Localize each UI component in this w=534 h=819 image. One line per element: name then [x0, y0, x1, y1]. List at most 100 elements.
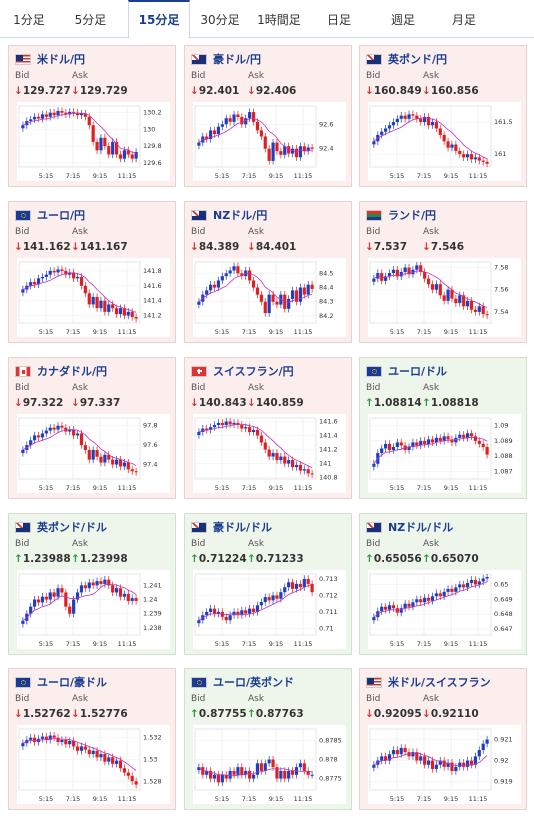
- rate-card[interactable]: 英ポンド/円 Bid Ask ↓160.849 ↓160.856 5:15 7:15 9:15…: [359, 45, 527, 187]
- currency-pair-link[interactable]: 米ドル/スイスフラン: [388, 676, 491, 689]
- currency-pair-link[interactable]: 豪ドル/円: [213, 53, 262, 66]
- candle-body: [290, 582, 295, 589]
- currency-pair-link[interactable]: ランド/円: [388, 209, 437, 222]
- candle-body: [205, 290, 209, 295]
- rate-card[interactable]: 豪ドル/ドル Bid Ask ↑0.71224 ↑0.71233 5:15 7:15 9:15…: [184, 513, 352, 655]
- candle-body: [240, 116, 244, 125]
- candle-body: [399, 608, 403, 613]
- candle-body: [118, 760, 123, 769]
- trend-arrow-icon: ↓: [14, 708, 23, 720]
- ask-value: ↓141.167: [71, 241, 128, 253]
- rate-card[interactable]: スイスフラン/円 Bid Ask ↓140.843 ↓140.859 5:15 7:15 9:…: [184, 357, 352, 499]
- candle-body: [454, 587, 458, 592]
- candle-body: [384, 606, 388, 610]
- candle-body: [216, 774, 221, 783]
- rate-card[interactable]: ランド/円 Bid Ask ↓7.537 ↓7.546 5:15 7:15 9:15 11:15…: [359, 201, 527, 343]
- price-chart[interactable]: 5:15 7:15 9:15 11:15 7.58 7.56 7.54: [368, 258, 521, 337]
- price-chart[interactable]: 5:15 7:15 9:15 11:15 97.8 97.6 97.4: [17, 414, 170, 493]
- tab-1[interactable]: 1分足: [13, 13, 45, 27]
- candle-body: [298, 583, 302, 588]
- tab-8[interactable]: 月足: [451, 13, 476, 27]
- candle-body: [130, 311, 134, 318]
- candle-body: [391, 446, 396, 451]
- bid-value: ↑1.08814: [365, 397, 422, 409]
- tab-3[interactable]: 15分足: [128, 0, 190, 39]
- currency-pair-link[interactable]: NZドル/ドル: [388, 521, 454, 534]
- price-chart[interactable]: 5:15 7:15 9:15 11:15 0.65 0.649 0.648 0.647: [368, 570, 521, 649]
- candle-body: [454, 437, 458, 443]
- candle-body: [462, 154, 466, 158]
- candle-body: [83, 746, 87, 750]
- currency-pair-link[interactable]: 豪ドル/ドル: [213, 521, 273, 534]
- y-tick-label: 130: [143, 125, 155, 133]
- tab-5[interactable]: 1時間足: [257, 13, 301, 27]
- candle-body: [473, 579, 477, 585]
- price-chart[interactable]: 5:15 7:15 9:15 11:15 141.6 141.4 141.2 141 140.8: [193, 414, 346, 493]
- candle-body: [36, 599, 41, 603]
- au-us-flag: [191, 521, 207, 533]
- rate-card[interactable]: 米ドル/円 Bid Ask ↓129.727 ↓129.729 5:15 7:15 9:15 1…: [8, 45, 176, 187]
- rate-card[interactable]: 英ポンド/ドル Bid Ask ↑1.23988 ↑1.23998 5:15 7:15 9:1…: [8, 513, 176, 655]
- currency-pair-link[interactable]: 英ポンド/円: [388, 53, 448, 66]
- price-chart[interactable]: 5:15 7:15 9:15 11:15 92.6 92.4: [193, 102, 346, 181]
- candle-body: [287, 298, 291, 309]
- price-chart[interactable]: 5:15 7:15 9:15 11:15 84.5 84.4 84.3 84.2: [193, 258, 346, 337]
- rate-card[interactable]: ユーロ/ドル Bid Ask ↑1.08814 ↑1.08818 5:15 7:15 9:15…: [359, 357, 527, 499]
- rate-card[interactable]: カナダドル/円 Bid Ask ↓97.322 ↓97.337 5:15 7:15 9:15 1…: [8, 357, 176, 499]
- rate-card[interactable]: ユーロ/英ポンド Bid Ask ↑0.87755 ↑0.87763 5:15 7:15 9:…: [184, 668, 352, 810]
- bid-label: Bid: [191, 694, 206, 704]
- currency-pair-link[interactable]: 英ポンド/ドル: [37, 521, 108, 534]
- y-tick-label: 97.6: [143, 441, 157, 449]
- price-chart[interactable]: 5:15 7:15 9:15 11:15 1.532 1.53 1.528: [17, 725, 170, 804]
- rate-card[interactable]: 豪ドル/円 Bid Ask ↓92.401 ↓92.406 5:15 7:15 9:15 11:…: [184, 45, 352, 187]
- currency-pair-link[interactable]: ユーロ/ドル: [388, 365, 448, 378]
- x-tick-label: 9:15: [269, 640, 284, 648]
- currency-pair-link[interactable]: ユーロ/豪ドル: [37, 676, 108, 689]
- currency-pair-link[interactable]: カナダドル/円: [37, 365, 108, 378]
- rate-card[interactable]: ユーロ/豪ドル Bid Ask ↓1.52762 ↓1.52776 5:15 7:15 9:1…: [8, 668, 176, 810]
- moving-average-line: [22, 429, 137, 467]
- currency-pair-link[interactable]: 米ドル/円: [37, 53, 86, 66]
- currency-pair-link[interactable]: NZドル/円: [213, 209, 268, 222]
- candle-body: [446, 762, 450, 767]
- price-chart[interactable]: 5:15 7:15 9:15 11:15 161.5 161: [368, 102, 521, 181]
- card-header: 英ポンド/円: [366, 52, 447, 66]
- bid-value: ↓129.727: [14, 85, 71, 97]
- price-chart[interactable]: 5:15 7:15 9:15 11:15 1.09 1.089 1.088 1.087: [368, 414, 521, 493]
- candle-body: [395, 442, 399, 447]
- rate-card[interactable]: NZドル/ドル Bid Ask ↑0.65056 ↑0.65070 5:15 7:15 9:1…: [359, 513, 527, 655]
- bid-label: Bid: [366, 383, 381, 393]
- rate-card[interactable]: ユーロ/円 Bid Ask ↓141.162 ↓141.167 5:15 7:15 9:15 1…: [8, 201, 176, 343]
- candle-body: [75, 746, 80, 751]
- y-tick-label: 7.56: [494, 286, 508, 294]
- candle-body: [64, 112, 68, 115]
- price-chart[interactable]: 5:15 7:15 9:15 11:15 0.713 0.712 0.711 0.71: [193, 570, 346, 649]
- candle-body: [279, 770, 283, 779]
- tab-4[interactable]: 30分足: [200, 13, 240, 27]
- price-chart[interactable]: 5:15 7:15 9:15 11:15 0.921 0.92 0.919: [368, 725, 521, 804]
- currency-pair-link[interactable]: スイスフラン/円: [213, 365, 294, 378]
- rate-card[interactable]: 米ドル/スイスフラン Bid Ask ↓0.92095 ↓0.92110 5:15 7:15…: [359, 668, 527, 810]
- candle-body: [419, 118, 423, 123]
- candle-body: [21, 743, 25, 747]
- candle-body: [220, 276, 224, 281]
- currency-pair-link[interactable]: ユーロ/英ポンド: [213, 676, 295, 689]
- price-chart[interactable]: 5:15 7:15 9:15 11:15 130.2 130 129.8 129.6: [17, 102, 170, 181]
- currency-pair-link[interactable]: ユーロ/円: [37, 209, 86, 222]
- candle-body: [33, 435, 37, 441]
- x-tick-label: 11:15: [294, 328, 313, 336]
- tab-2[interactable]: 5分足: [74, 13, 107, 27]
- ask-label: Ask: [423, 694, 440, 704]
- candle-body: [399, 442, 403, 446]
- price-chart[interactable]: 5:15 7:15 9:15 11:15 141.8 141.6 141.4 141.2: [17, 258, 170, 337]
- candle-body: [391, 269, 396, 274]
- tab-7[interactable]: 週足: [390, 13, 415, 27]
- candle-body: [306, 469, 310, 474]
- candle-body: [40, 736, 45, 739]
- candle-body: [79, 585, 84, 593]
- candle-body: [434, 437, 438, 443]
- rate-card[interactable]: NZドル/円 Bid Ask ↓84.389 ↓84.401 5:15 7:15 9:15 11…: [184, 201, 352, 343]
- tab-6[interactable]: 日足: [326, 13, 351, 27]
- price-chart[interactable]: 5:15 7:15 9:15 11:15 1.241 1.24 1.239 1.238: [17, 570, 170, 649]
- price-chart[interactable]: 5:15 7:15 9:15 11:15 0.8785 0.878 0.8775: [193, 725, 346, 804]
